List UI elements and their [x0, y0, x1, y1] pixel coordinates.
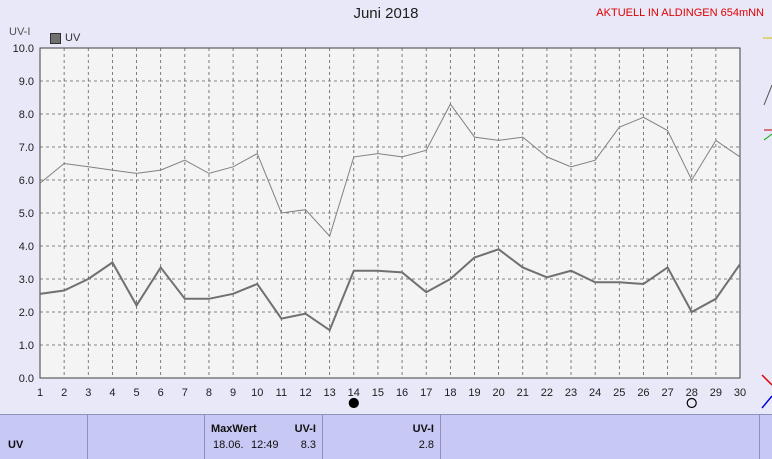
y-axis-label: UV-I — [9, 26, 31, 38]
x-tick-label: 26 — [637, 387, 649, 399]
max-time: 12:49 — [251, 439, 279, 451]
summary-avg-cell: UV-I 2.8 — [323, 415, 441, 459]
x-tick-label: 3 — [85, 387, 91, 399]
series-line-upper — [39, 103, 741, 238]
y-tick-labels: 0.0 1.0 2.0 3.0 4.0 5.0 6.0 7.0 8.0 9.0 10.0 — [13, 43, 34, 385]
series-line-uv — [39, 248, 741, 332]
x-tick-label: 11 — [276, 387, 287, 399]
x-tick-label: 5 — [133, 387, 139, 399]
x-tick-label: 20 — [492, 387, 504, 399]
max-unit: UV-I — [294, 423, 316, 435]
legend-label-uv: UV — [65, 32, 81, 44]
x-tick-label: 9 — [230, 387, 236, 399]
summary-max-cell: MaxWert UV-I 18.06. 12:49 8.3 — [205, 415, 323, 459]
x-tick-label: 17 — [420, 387, 432, 399]
x-tick-label: 30 — [734, 387, 746, 399]
x-tick-label: 15 — [372, 387, 384, 399]
station-subtitle: AKTUELL IN ALDINGEN 654mNN — [596, 7, 764, 19]
y-tick-label: 9.0 — [19, 76, 34, 88]
y-tick-label: 8.0 — [19, 109, 34, 121]
x-tick-label: 22 — [541, 387, 553, 399]
x-tick-label: 23 — [565, 387, 577, 399]
right-edge-marks — [761, 37, 772, 409]
x-tick-label: 14 — [348, 387, 360, 399]
series-lines — [39, 103, 741, 332]
max-label: MaxWert — [211, 423, 257, 435]
x-tick-label: 24 — [589, 387, 601, 399]
x-tick-label: 8 — [206, 387, 212, 399]
summary-empty-cell — [88, 415, 205, 459]
new-moon-icon — [348, 397, 359, 409]
avg-value: 2.8 — [418, 439, 434, 451]
x-tick-label: 1 — [37, 387, 43, 399]
summary-panel: UV MaxWert UV-I 18.06. 12:49 8.3 UV-I 2.… — [0, 414, 772, 459]
avg-unit: UV-I — [412, 423, 434, 435]
x-tick-label: 21 — [517, 387, 529, 399]
x-tick-label: 29 — [710, 387, 722, 399]
summary-row-label: UV — [8, 439, 24, 451]
x-tick-label: 4 — [109, 387, 115, 399]
grid-lines — [40, 48, 740, 378]
x-tick-label: 13 — [324, 387, 336, 399]
chart-title: Juni 2018 — [353, 5, 419, 22]
x-tick-label: 2 — [61, 387, 67, 399]
y-tick-label: 0.0 — [19, 373, 34, 385]
x-tick-label: 28 — [686, 387, 698, 399]
y-tick-label: 6.0 — [19, 175, 34, 187]
x-tick-label: 7 — [182, 387, 188, 399]
y-tick-label: 5.0 — [19, 208, 34, 220]
x-tick-label: 16 — [396, 387, 408, 399]
x-tick-label: 25 — [613, 387, 625, 399]
y-tick-label: 2.0 — [19, 307, 34, 319]
y-tick-label: 1.0 — [19, 340, 34, 352]
y-tick-label: 10.0 — [13, 43, 34, 55]
y-tick-label: 4.0 — [19, 241, 34, 253]
x-tick-label: 12 — [299, 387, 311, 399]
x-tick-labels: 1 2 3 4 5 6 7 8 9 10 11 12 13 14 15 16 17 18 19 20 21 22 23 24 2… — [37, 387, 746, 399]
summary-row-label-cell: UV — [0, 415, 88, 459]
moon-markers — [348, 397, 697, 409]
full-moon-icon — [686, 397, 697, 409]
x-tick-label: 27 — [661, 387, 673, 399]
legend-swatch-uv — [50, 32, 61, 44]
max-value: 8.3 — [300, 439, 316, 451]
x-tick-label: 18 — [444, 387, 456, 399]
x-tick-label: 10 — [251, 387, 263, 399]
legend: UV — [50, 32, 80, 44]
x-tick-label: 6 — [158, 387, 164, 399]
summary-blank-cell — [441, 415, 760, 459]
x-tick-label: 19 — [468, 387, 480, 399]
y-tick-label: 3.0 — [19, 274, 34, 286]
y-tick-label: 7.0 — [19, 142, 34, 154]
max-date: 18.06. — [213, 439, 244, 451]
